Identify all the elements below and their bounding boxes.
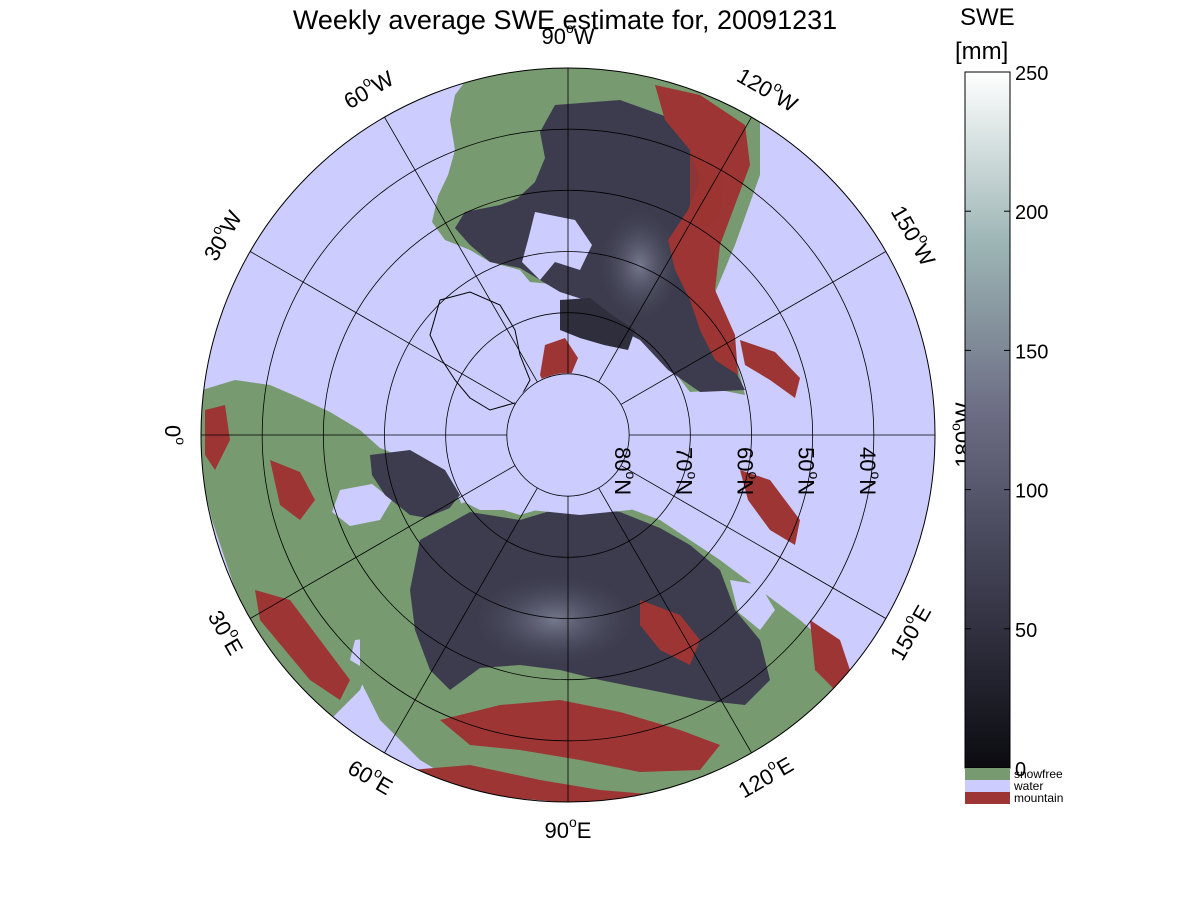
meridian-lon-120e: [598, 487, 752, 754]
north-america-mountains: [655, 85, 750, 375]
colorbar-tick-label: 50: [1015, 620, 1037, 642]
category-swatch-snowfree: [965, 768, 1010, 780]
meridian-lon-30e: [249, 465, 516, 619]
okhotsk-sea: [730, 580, 775, 630]
alaska-peninsula-mountains: [740, 340, 800, 398]
category-swatch-mountain: [965, 792, 1010, 804]
latitude-label-lat-70n: 70oN: [672, 447, 701, 495]
meridian-lon-150e: [620, 465, 887, 619]
colorbar-gradient: [964, 71, 1011, 769]
category-label-water: water: [1013, 779, 1043, 793]
land-layer: [201, 68, 935, 802]
scandinavia-snow: [370, 450, 460, 520]
latitude-label-lat-40n: 40oN: [855, 447, 884, 495]
meridian-lon-60w: [384, 116, 538, 383]
hudson-bay: [522, 212, 592, 280]
arctic-archipelago: [560, 298, 635, 350]
meridian-lon-150w: [620, 251, 887, 405]
colorbar-tick-label: 250: [1015, 63, 1048, 85]
central-arctic-ocean: [506, 373, 630, 497]
europe-mountains-west: [205, 405, 230, 470]
longitude-label-lon-120w: 120oW: [733, 59, 804, 117]
longitude-label-lon-90e: 90oE: [545, 814, 592, 843]
meridian-lon-30w: [249, 251, 516, 405]
colorbar-unit: [mm]: [955, 38, 1009, 65]
longitude-label-lon-0: 0o: [160, 425, 189, 445]
graticule: [200, 67, 936, 803]
japan-mountains: [810, 620, 850, 690]
longitude-label-lon-60e: 60oE: [344, 751, 399, 800]
kamchatka-mountains: [740, 470, 800, 545]
baltic-sea: [332, 484, 392, 526]
category-swatch-water: [965, 780, 1010, 792]
east-asia-mountains: [640, 600, 700, 665]
colorbar-tick-label: 200: [1015, 202, 1048, 224]
europe-mountains-south: [255, 590, 350, 700]
asia-mountains-central: [440, 700, 720, 772]
colorbar-ticks: 0 50 100 150 200 250: [965, 63, 1048, 781]
longitude-label-lon-30w: 30oW: [195, 204, 247, 265]
colorbar-tick-label: 150: [1015, 341, 1048, 363]
colorbar-label: SWE: [960, 4, 1015, 31]
category-label-mountain: mountain: [1014, 791, 1063, 805]
latitude-label-lat-80n: 80oN: [610, 447, 639, 495]
latitude-label-lat-60n: 60oN: [733, 447, 762, 495]
meridian-lon-60e: [384, 487, 538, 754]
colorbar-tick-label: 0: [1015, 759, 1026, 781]
longitude-label-lon-90w: 90oW: [541, 20, 594, 49]
arctic-coast: [460, 430, 760, 515]
europe-mountains-2: [270, 460, 315, 520]
siberia-snow-core: [475, 575, 635, 665]
north-america-snow-core: [600, 210, 680, 320]
map-title: Weekly average SWE estimate for, 2009123…: [292, 5, 838, 35]
category-label-snowfree: snowfree: [1014, 767, 1063, 781]
latitude-label-lat-50n: 50oN: [794, 447, 823, 495]
colorbar-tick-label: 100: [1015, 481, 1048, 503]
longitude-label-lon-60w: 60oW: [337, 62, 398, 114]
north-america-snow: [455, 100, 745, 392]
longitude-label-lon-150w: 150oW: [886, 199, 944, 270]
meridian-lon-120w: [598, 116, 752, 383]
longitude-label-lon-30e: 30oE: [203, 604, 252, 659]
